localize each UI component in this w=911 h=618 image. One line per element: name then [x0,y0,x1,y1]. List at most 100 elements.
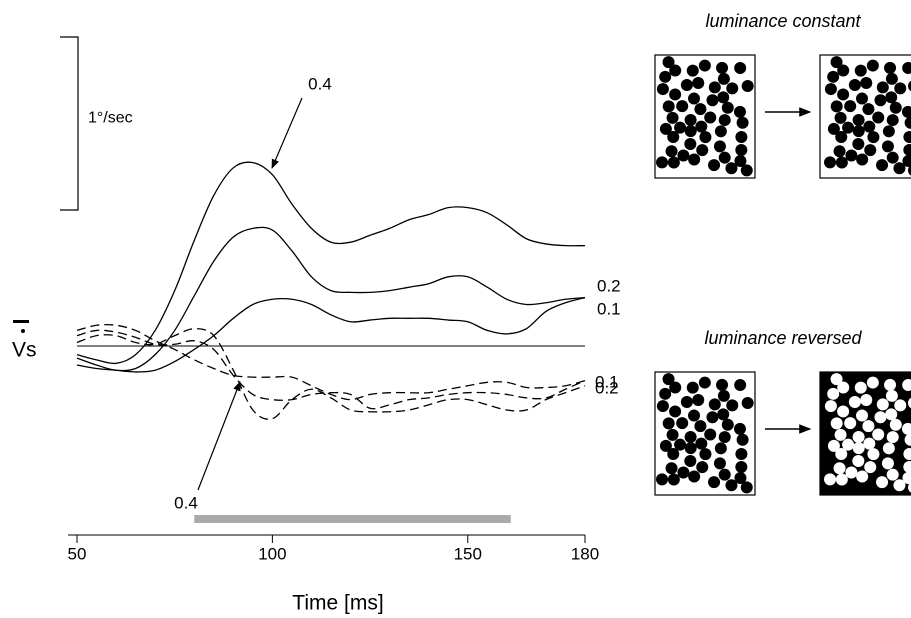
dot [908,397,911,409]
dot [837,405,850,418]
dot [866,59,879,72]
dot [736,433,749,446]
series-label: 0.2 [595,378,619,397]
dot [735,131,748,144]
dot [837,88,850,101]
dot [667,473,680,486]
dot [656,83,669,96]
dot [848,78,861,91]
dot [713,140,726,153]
dot [903,144,911,157]
dot [835,156,848,169]
dot [863,437,876,450]
dot [726,82,739,95]
dot [688,409,701,422]
dot [893,479,906,492]
dot [665,462,678,475]
dot [688,92,701,105]
scale-bar-label: 1°/sec [88,110,133,127]
dot [848,395,861,408]
stimulus-panel [819,371,911,496]
dot [733,105,746,118]
dot [835,130,848,143]
dot [874,94,887,107]
dot [864,144,877,157]
dot [721,101,734,114]
dot [884,378,897,391]
stimulus-bar [194,515,511,523]
dot [860,394,873,407]
dot [845,466,858,479]
dot [874,411,887,424]
series-label: 0.2 [597,276,621,295]
dot [676,417,689,430]
dot [901,422,911,435]
dot [714,125,727,138]
dot [872,428,885,441]
dot [834,111,847,124]
dot [876,81,889,94]
dashed-curve [76,328,586,420]
label-arrow [197,381,241,491]
dot [659,387,672,400]
dot [854,64,867,77]
x-tick-label: 180 [571,544,599,563]
solid-curve [76,161,586,365]
dot [659,70,672,83]
dot [666,428,679,441]
dot [706,94,719,107]
dot [824,156,837,169]
dot [662,100,675,113]
dot [704,428,717,441]
dot [884,61,897,74]
dot [852,442,865,455]
series-label: 0.4 [174,493,198,512]
dot [718,468,731,481]
dot [669,88,682,101]
dot [904,433,911,446]
dot [669,405,682,418]
dot [881,140,894,153]
dot [695,437,708,450]
dot [666,111,679,124]
dot [735,461,748,474]
dot [876,476,889,489]
dot [684,442,697,455]
dot [856,153,869,166]
dot [659,122,672,135]
dot [699,448,712,461]
dot [885,389,898,402]
dot [886,468,899,481]
dot [901,105,911,118]
dot [824,400,837,413]
solid-curve [76,296,586,373]
dot [830,56,843,69]
dot [659,439,672,452]
dot [735,448,748,461]
dot [708,476,721,489]
dot [835,447,848,460]
dot [834,428,847,441]
dot [830,373,843,386]
dot [833,145,846,158]
stimulus-panel [654,371,756,496]
dot [844,417,857,430]
dot [680,395,693,408]
dot [667,156,680,169]
dot [680,78,693,91]
dot [830,100,843,113]
dot [735,144,748,157]
series-label: 0.1 [595,372,619,391]
dot [665,145,678,158]
scale-bar [60,36,79,211]
dot [872,111,885,124]
panel-title: luminance constant [705,11,861,31]
dot [852,454,865,467]
dot [734,472,747,485]
series-label: 0.1 [597,299,621,318]
dot [862,103,875,116]
dot [885,91,898,104]
dot [894,399,907,412]
dot [717,408,730,421]
dot [674,438,687,451]
